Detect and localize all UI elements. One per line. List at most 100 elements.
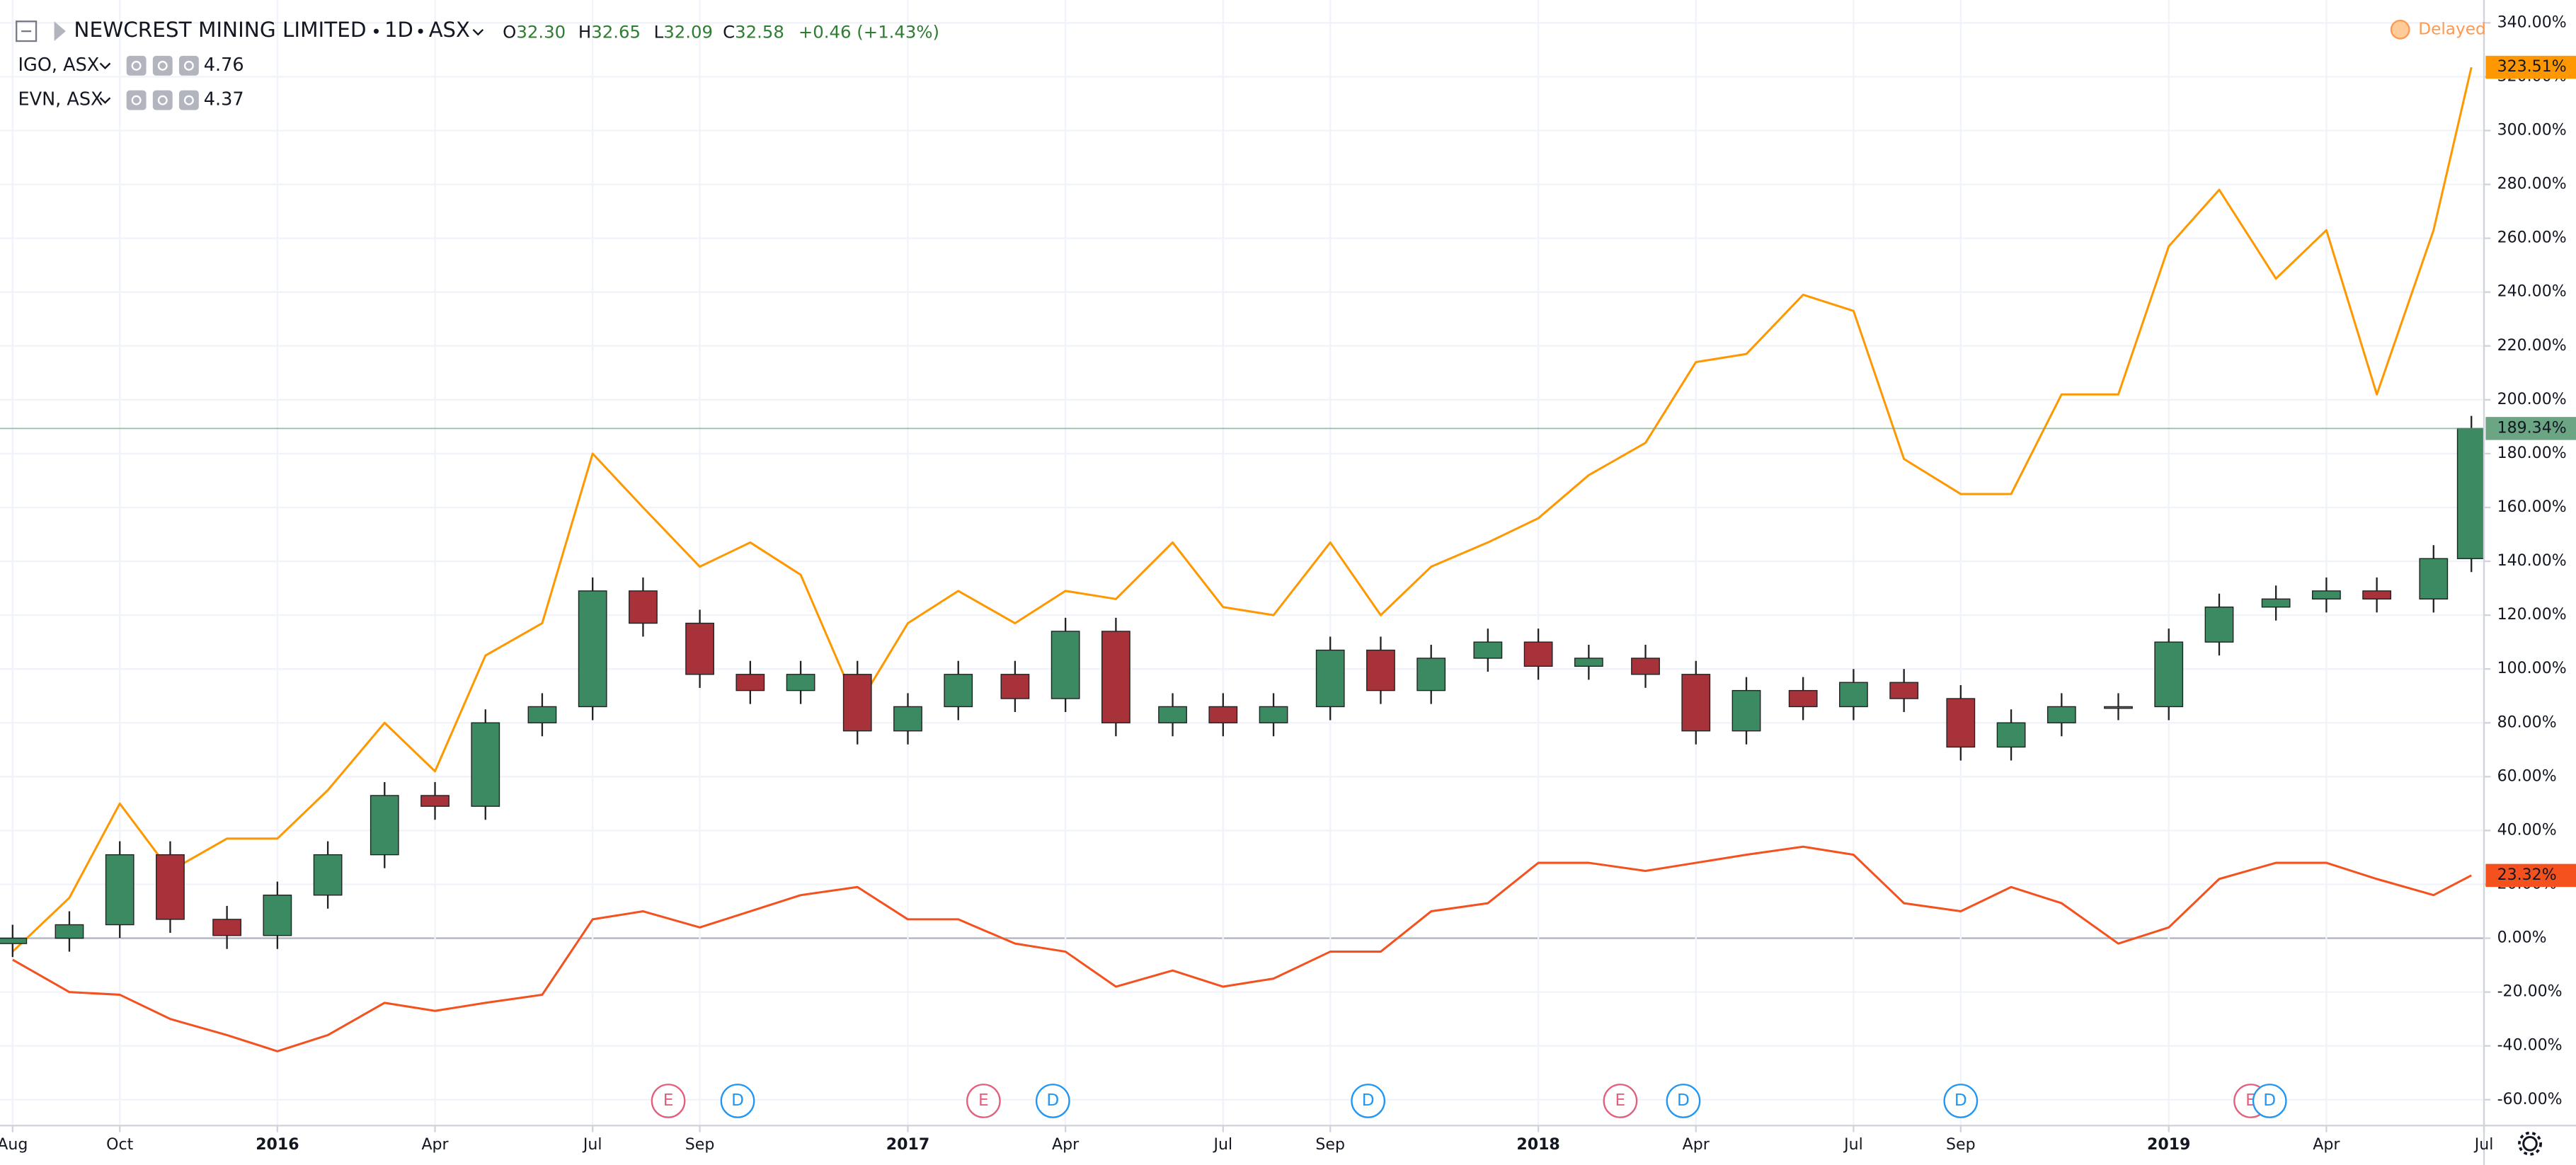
event-label: D (1954, 1091, 1967, 1110)
candle-body (105, 854, 134, 926)
x-tick-label: Apr (1052, 1136, 1080, 1154)
legend-button-icon (157, 95, 168, 105)
y-tick-label: -60.00% (2497, 1091, 2563, 1108)
y-tick-label: 120.00% (2497, 606, 2567, 624)
y-tick-label: 240.00% (2497, 283, 2567, 301)
candle-body (735, 674, 765, 691)
price-label: 23.32% (2497, 866, 2557, 884)
x-tick-label: Apr (421, 1136, 449, 1154)
legend-name[interactable]: IGO, ASX (18, 54, 100, 76)
event-marker[interactable] (966, 1084, 1001, 1118)
candle-body (893, 706, 922, 732)
y-tick-label: 80.00% (2497, 713, 2557, 731)
y-tick-label: 300.00% (2497, 121, 2567, 139)
candle-body (2456, 427, 2485, 559)
candle-body (1051, 631, 1080, 699)
x-tick-label: Sep (1946, 1136, 1976, 1154)
candle-body (629, 590, 658, 624)
x-tick-label: 2018 (1516, 1136, 1559, 1154)
y-tick-label: 160.00% (2497, 498, 2567, 516)
x-tick-label: Sep (685, 1136, 715, 1154)
price-label-box (2485, 863, 2576, 888)
event-label: D (1677, 1091, 1690, 1110)
candle-body (685, 622, 714, 675)
legend-value: 4.76 (204, 54, 244, 76)
legend-button[interactable] (152, 55, 173, 76)
y-tick-label: 60.00% (2497, 767, 2557, 785)
event-marker[interactable] (651, 1084, 686, 1118)
legend-chevron (99, 97, 111, 104)
separator (373, 28, 379, 34)
price-label-box (2485, 55, 2576, 79)
event-marker[interactable] (1351, 1084, 1386, 1118)
candle-body (1000, 674, 1030, 699)
candle-body (0, 937, 28, 944)
candle-body (1366, 649, 1395, 691)
header: NEWCREST MINING LIMITED 1D ASX O32.30 H32… (16, 18, 939, 42)
chevron[interactable] (472, 28, 484, 36)
candle-body (313, 854, 343, 896)
candle-body (1731, 689, 1761, 732)
candle-body (1259, 706, 1288, 723)
y-tick-label: -20.00% (2497, 983, 2563, 1001)
candle-body (2104, 706, 2133, 709)
candle-body (420, 795, 450, 807)
candle-body (471, 722, 500, 807)
price-label: 323.51% (2497, 58, 2567, 76)
candle-body (1788, 689, 1818, 708)
ohlc-label: L (654, 21, 664, 42)
candle-body (786, 674, 815, 691)
legend-button[interactable] (178, 55, 199, 76)
event-label: E (978, 1091, 989, 1110)
x-tick-label: Jul (582, 1136, 602, 1154)
y-tick-label: 340.00% (2497, 13, 2567, 31)
candle-body (1889, 682, 1919, 699)
ohlc-value: 32.65 (591, 21, 641, 42)
event-marker[interactable] (720, 1084, 755, 1118)
event-marker[interactable] (1603, 1084, 1638, 1118)
event-marker[interactable] (2252, 1084, 2287, 1118)
x-tick-label: Apr (2313, 1136, 2340, 1154)
candle-body (212, 919, 242, 936)
legend-name[interactable]: EVN, ASX (18, 89, 103, 110)
event-marker[interactable] (1666, 1084, 1701, 1118)
candle-body (1101, 631, 1130, 723)
event-label: E (663, 1091, 674, 1110)
candle-body (156, 854, 185, 920)
candle-body (2419, 558, 2449, 599)
x-tick-label: Oct (106, 1136, 133, 1154)
separator (418, 28, 423, 34)
settings-button[interactable] (2518, 1131, 2542, 1156)
candle-body (1839, 682, 1868, 708)
x-tick-label: Sep (1315, 1136, 1345, 1154)
event-label: E (1615, 1091, 1626, 1110)
series-line (12, 845, 2472, 1052)
candle-body (2204, 607, 2234, 643)
event-marker[interactable] (1035, 1084, 1070, 1118)
delayed-status[interactable]: Delayed (2418, 19, 2486, 38)
y-tick-label: 220.00% (2497, 337, 2567, 355)
y-tick-label: 0.00% (2497, 929, 2547, 947)
ohlc: O32.30 H32.65 L32.09 C32.58 (503, 21, 784, 42)
collapse-button[interactable] (16, 21, 38, 42)
candle-body (1523, 641, 1553, 667)
candle-body (263, 894, 292, 936)
legend-chevron (99, 62, 111, 69)
event-marker[interactable] (1943, 1084, 1979, 1118)
candle-body (1574, 658, 1603, 667)
legend-button[interactable] (152, 90, 173, 110)
legend-button[interactable] (126, 55, 147, 76)
y-tick-label: 140.00% (2497, 552, 2567, 570)
legend-button[interactable] (126, 90, 147, 110)
y-tick-label: 40.00% (2497, 821, 2557, 839)
price-label-box (2485, 417, 2576, 440)
x-tick-label: Jul (1843, 1136, 1863, 1154)
legend-button[interactable] (178, 90, 199, 110)
gear-icon (2522, 1136, 2538, 1152)
gear-teeth (2518, 1131, 2542, 1156)
interval[interactable]: 1D (384, 18, 413, 42)
candle-body (578, 590, 607, 708)
candle-body (1158, 706, 1187, 723)
candle-body (1208, 706, 1238, 723)
